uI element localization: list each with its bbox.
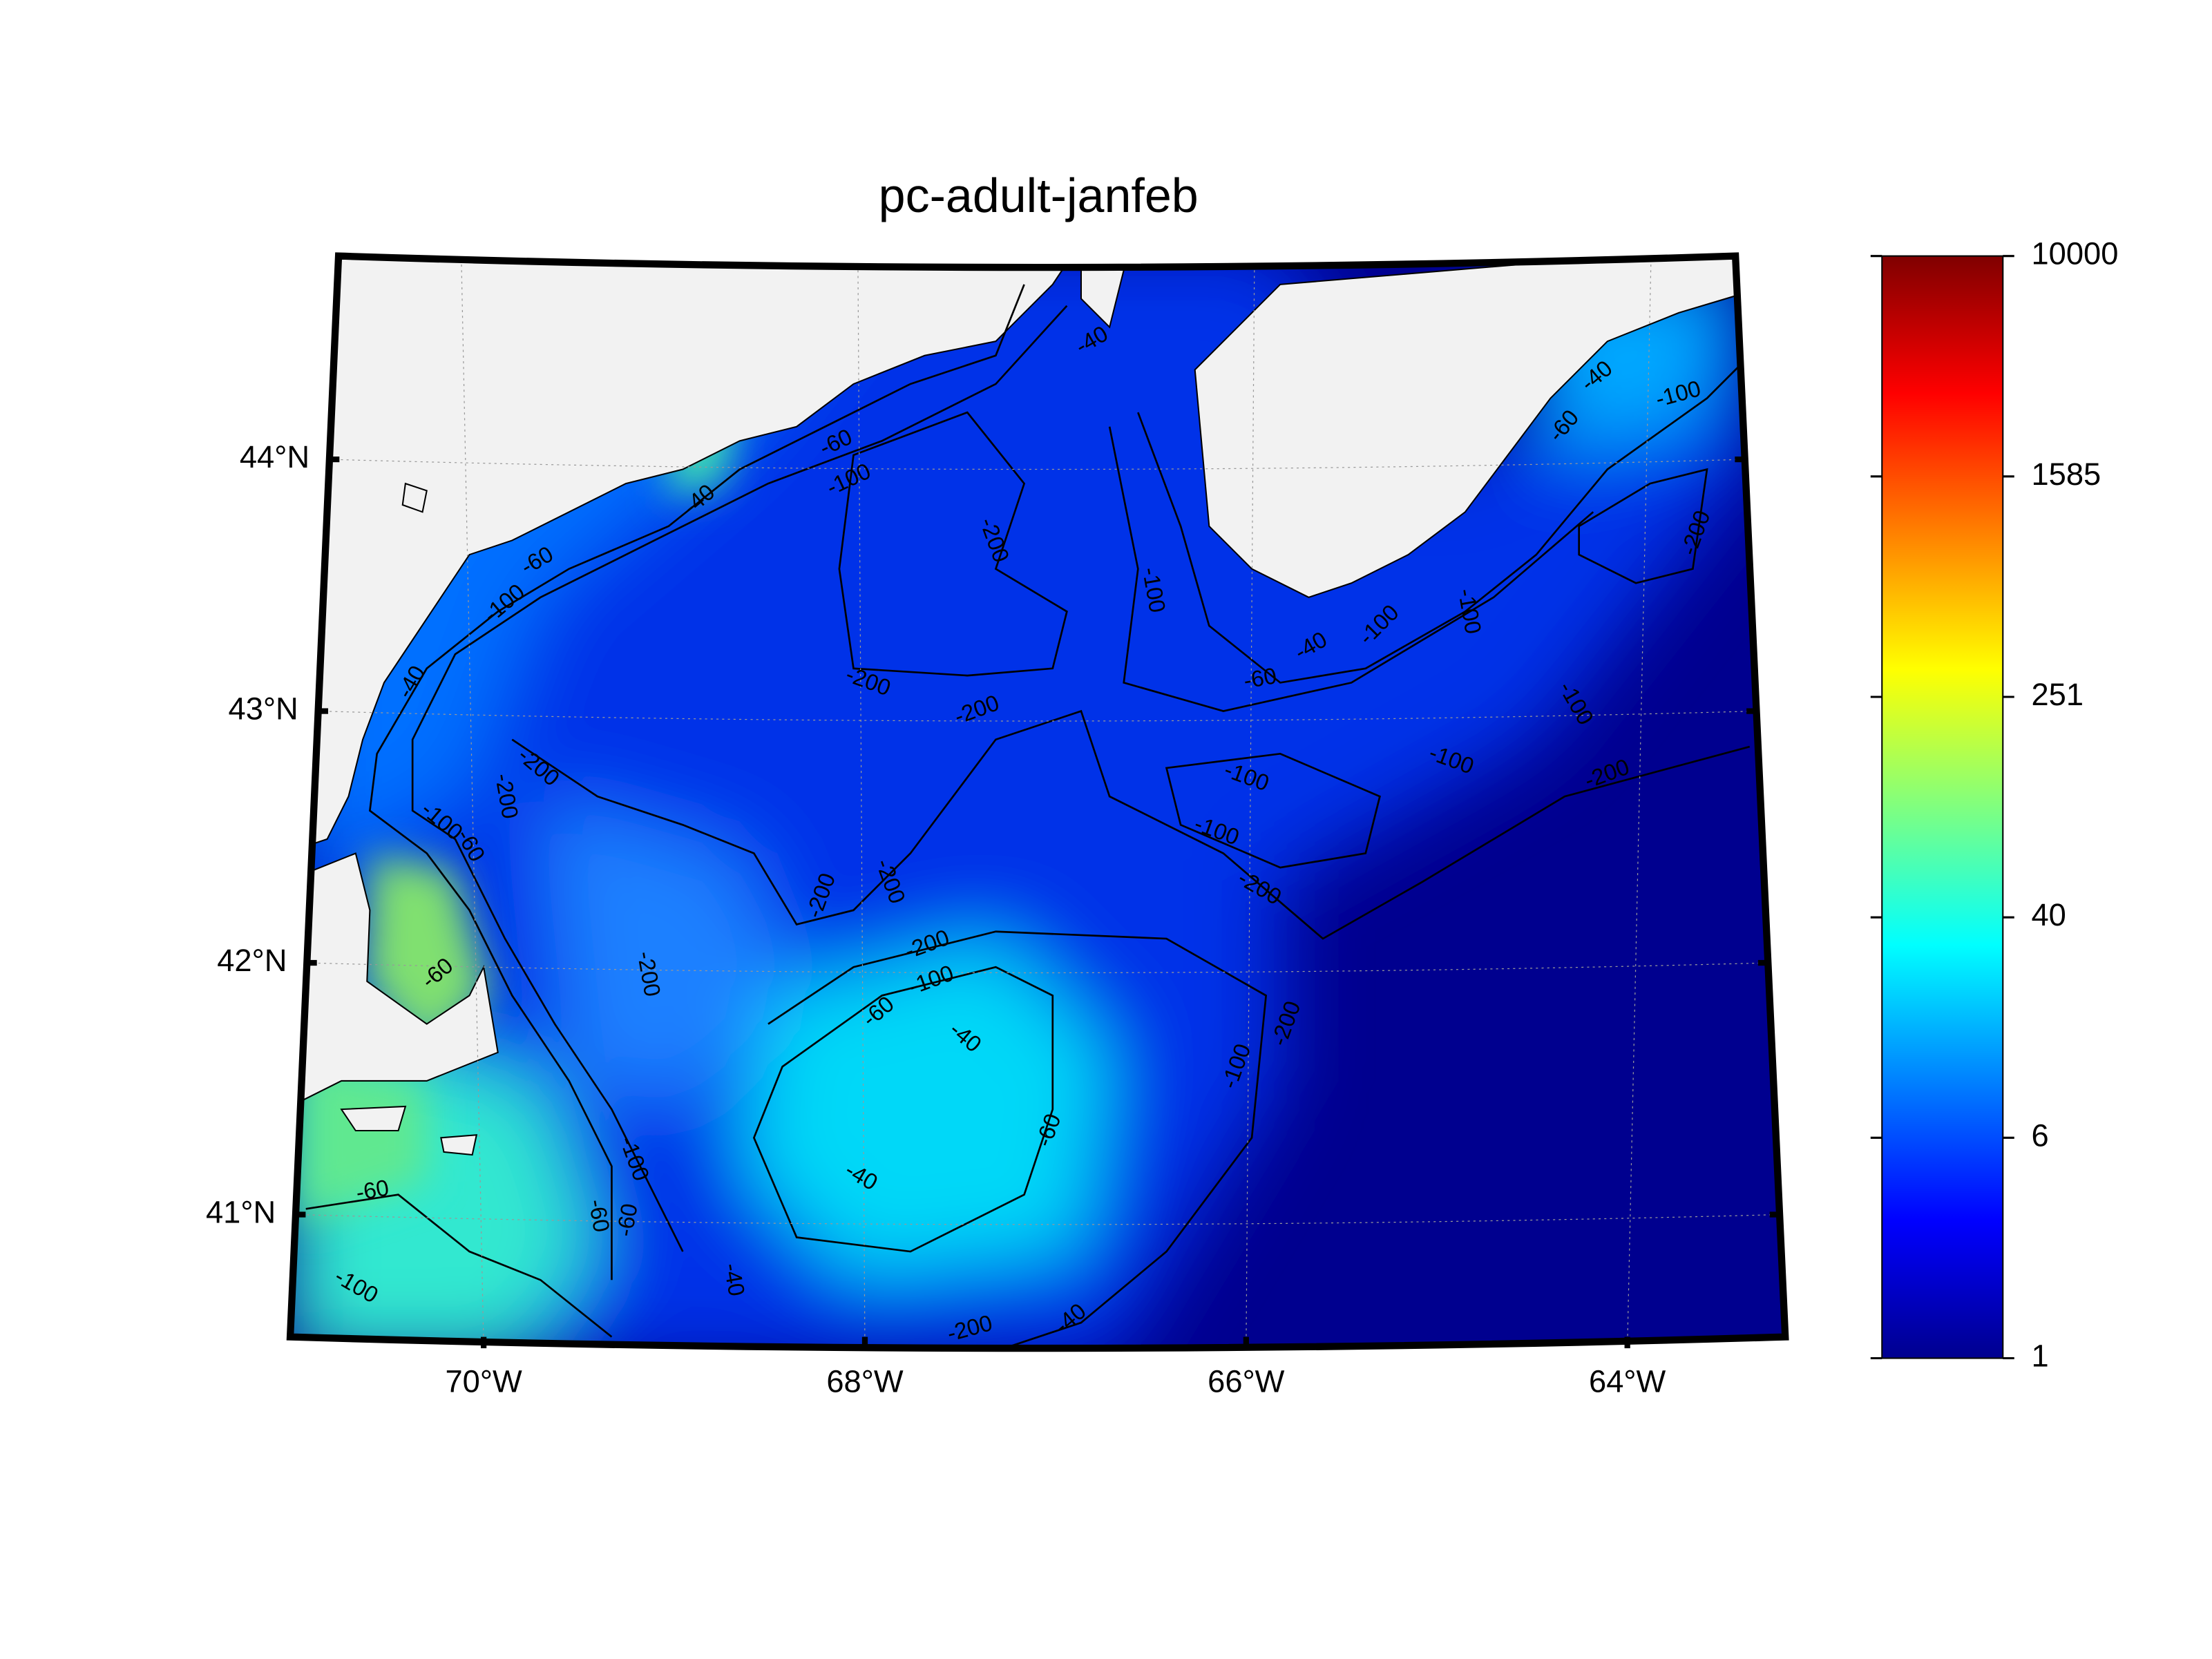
lat-tick-label: 43°N xyxy=(229,691,298,727)
lat-tick-label: 42°N xyxy=(217,943,287,978)
colorbar-tick-label: 6 xyxy=(2031,1118,2048,1153)
parallel xyxy=(318,710,1757,722)
colorbar-tick-label: 251 xyxy=(2031,677,2084,712)
lat-tick-label: 41°N xyxy=(206,1194,276,1229)
parallel xyxy=(295,1214,1780,1225)
map-body: -40-100-60-40-60-100-40-200-100-200-200-… xyxy=(290,256,1786,1349)
contour-label: -60 xyxy=(611,1202,642,1238)
map-frame xyxy=(286,252,1789,1352)
axes: 70°W 68°W 66°W 64°W 44°N 43°N 42°N 41°N 1 6 40 251 1… xyxy=(206,236,2118,1399)
lon-tick-label: 66°W xyxy=(1208,1364,1284,1399)
colorbar xyxy=(1881,255,2004,1359)
land xyxy=(290,256,1751,1156)
meridian xyxy=(1246,264,1255,1349)
colorbar-tick-label: 10000 xyxy=(2031,236,2118,271)
contour-label: -60 xyxy=(1241,662,1278,693)
colorbar-tick-label: 1585 xyxy=(2031,457,2101,492)
meridian xyxy=(461,264,484,1349)
contour-label: -40 xyxy=(719,1261,750,1298)
contour-label: -60 xyxy=(354,1174,390,1205)
colorbar-tick-label: 1 xyxy=(2031,1338,2048,1373)
map-title: pc-adult-janfeb xyxy=(879,169,1199,222)
contours xyxy=(305,284,1751,1349)
graticule xyxy=(295,264,1780,1349)
lon-tick-label: 64°W xyxy=(1589,1364,1666,1399)
contour-label: -60 xyxy=(584,1197,615,1234)
parallel xyxy=(307,962,1768,974)
lon-tick-label: 68°W xyxy=(826,1364,903,1399)
meridian xyxy=(1627,264,1652,1349)
meridian xyxy=(857,264,866,1349)
lat-tick-label: 44°N xyxy=(240,439,309,474)
lon-tick-label: 70°W xyxy=(445,1364,522,1399)
colorbar-tick-label: 40 xyxy=(2031,897,2066,932)
